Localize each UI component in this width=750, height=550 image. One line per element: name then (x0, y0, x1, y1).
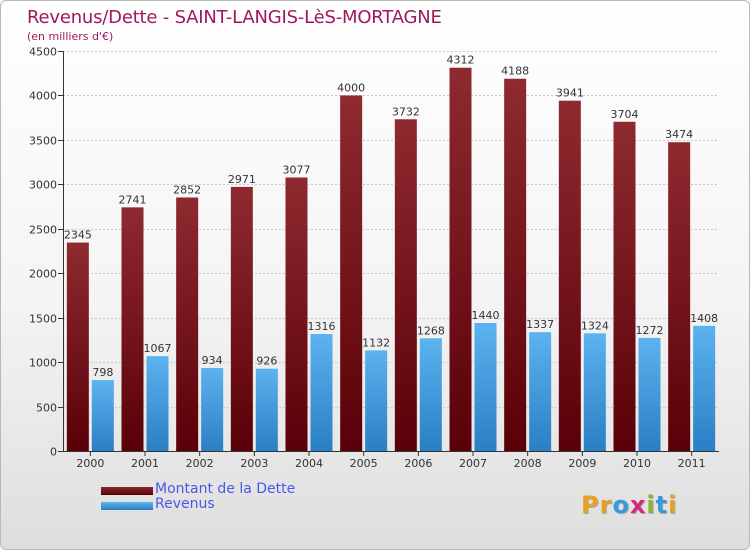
data-label-revenus-2008: 1337 (526, 318, 554, 331)
x-tick-label: 2004 (295, 457, 323, 470)
bar-debt-2008 (504, 78, 527, 451)
bar-revenus-2008 (529, 332, 552, 451)
data-label-revenus-2005: 1132 (362, 336, 390, 349)
data-label-debt-2008: 4188 (501, 65, 529, 78)
data-label-debt-2010: 3704 (611, 108, 639, 121)
bar-debt-2010 (613, 121, 636, 451)
data-label-revenus-2011: 1408 (690, 312, 718, 325)
data-label-revenus-2001: 1067 (144, 342, 172, 355)
legend-swatch-debt (101, 487, 153, 495)
data-label-revenus-2010: 1272 (636, 324, 664, 337)
bar-debt-2006 (394, 119, 417, 452)
data-label-debt-2004: 3077 (283, 163, 311, 176)
axis-layer: 0 500 1000 1500 2000 2500 3000 3500 4000 4500 2000… (29, 46, 719, 470)
data-label-debt-2000: 2345 (64, 229, 92, 242)
proxiti-logo: Proxiti (581, 491, 677, 519)
y-tick-label: 4000 (29, 90, 57, 103)
y-tick-label: 3500 (29, 135, 57, 148)
data-label-revenus-2006: 1268 (417, 324, 445, 337)
x-tick-label: 2003 (240, 457, 268, 470)
data-label-revenus-2009: 1324 (581, 319, 609, 332)
y-tick-label: 1500 (29, 313, 57, 326)
bar-revenus-2000 (91, 380, 114, 451)
legend-swatch-revenus (101, 502, 153, 510)
x-tick-label: 2009 (568, 457, 596, 470)
y-tick-label: 3000 (29, 179, 57, 192)
bars-layer (66, 67, 716, 452)
data-label-debt-2002: 2852 (173, 183, 201, 196)
data-label-debt-2003: 2971 (228, 173, 256, 186)
bar-revenus-2009 (583, 333, 606, 451)
data-label-debt-2007: 4312 (447, 54, 475, 67)
y-tick-label: 0 (50, 446, 57, 459)
x-tick-label: 2008 (514, 457, 542, 470)
bar-revenus-2006 (419, 338, 442, 451)
x-tick-label: 2005 (350, 457, 378, 470)
data-label-revenus-2002: 934 (202, 354, 223, 367)
logo-letter: o (612, 491, 630, 519)
bar-debt-2007 (449, 67, 472, 451)
bar-revenus-2010 (638, 337, 661, 451)
data-label-debt-2006: 3732 (392, 105, 420, 118)
x-tick-label: 2007 (459, 457, 487, 470)
y-tick-label: 1000 (29, 357, 57, 370)
bar-revenus-2007 (474, 323, 497, 451)
bar-debt-2011 (668, 142, 691, 451)
bar-debt-2009 (558, 100, 581, 451)
x-tick-label: 2006 (404, 457, 432, 470)
legend-label-debt: Montant de la Dette (155, 481, 296, 497)
grid-layer (63, 51, 719, 452)
logo-letter: x (629, 491, 647, 519)
chart-subtitle: (en milliers d'€) (27, 30, 114, 43)
bar-revenus-2002 (201, 367, 224, 451)
bar-revenus-2004 (310, 334, 333, 451)
data-label-revenus-2000: 798 (92, 366, 113, 379)
bar-revenus-2011 (693, 325, 716, 451)
bar-debt-2002 (176, 197, 199, 451)
x-tick-label: 2010 (623, 457, 651, 470)
bar-debt-2003 (230, 186, 253, 451)
data-label-debt-2011: 3474 (665, 128, 693, 141)
x-tick-label: 2002 (186, 457, 214, 470)
x-tick-label: 2000 (76, 457, 104, 470)
logo-letter: i (668, 491, 678, 519)
y-tick-label: 2500 (29, 224, 57, 237)
bar-debt-2004 (285, 177, 308, 451)
x-tick-label: 2001 (131, 457, 159, 470)
logo-letter: t (655, 491, 669, 519)
logo-letter: i (646, 491, 656, 519)
x-tick-label: 2011 (678, 457, 706, 470)
bar-debt-2000 (66, 242, 89, 451)
y-tick-label: 500 (36, 402, 57, 415)
chart-title: Revenus/Dette - SAINT-LANGIS-LèS-MORTAGN… (27, 7, 442, 28)
y-tick-label: 4500 (29, 46, 57, 59)
bar-revenus-2001 (146, 356, 169, 451)
labels-layer: 2345 798 2741 1067 2852 934 2971 926 3077 1316 400… (64, 54, 718, 379)
data-label-debt-2009: 3941 (556, 87, 584, 100)
legend-label-revenus: Revenus (155, 496, 215, 512)
bar-debt-2001 (121, 207, 144, 451)
bar-revenus-2003 (255, 368, 278, 451)
data-label-revenus-2004: 1316 (308, 320, 336, 333)
data-label-debt-2005: 4000 (337, 81, 365, 94)
data-label-revenus-2007: 1440 (472, 309, 500, 322)
data-label-debt-2001: 2741 (119, 193, 147, 206)
logo-letter: r (599, 491, 613, 519)
bar-revenus-2005 (365, 350, 388, 451)
bar-debt-2005 (340, 95, 363, 451)
logo-letter: P (581, 491, 600, 519)
data-label-revenus-2003: 926 (256, 355, 277, 368)
y-tick-label: 2000 (29, 268, 57, 281)
